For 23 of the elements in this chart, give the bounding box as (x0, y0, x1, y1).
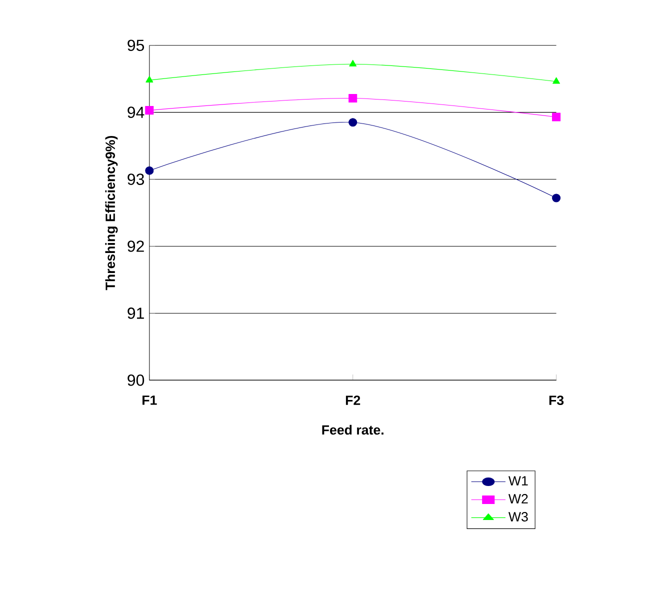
point (145, 166, 154, 175)
x-tick-label: F2 (346, 395, 360, 405)
y-tick-label: 95 (128, 40, 144, 51)
point (552, 77, 560, 84)
point (349, 60, 357, 66)
x-axis-title: Feed rate. (322, 424, 384, 435)
point (348, 118, 358, 126)
point (348, 94, 358, 102)
point (145, 106, 154, 114)
x-tick-label: F1 (142, 395, 157, 405)
y-tick-label: 94 (128, 106, 144, 118)
y-tick-label: 92 (128, 240, 144, 252)
y-axis-title: Threshing Efficiency9%) (105, 136, 118, 290)
y-tick-label: 90 (128, 374, 144, 386)
point (552, 112, 561, 122)
y-tick-label: 93 (128, 173, 144, 185)
y-tick-label: 91 (128, 307, 144, 319)
point (146, 76, 154, 82)
point (552, 194, 561, 202)
x-tick-label: F3 (549, 395, 564, 405)
legend-label: W3 (508, 512, 528, 522)
legend-label: W1 (508, 476, 528, 486)
legend-label: W2 (508, 494, 528, 504)
